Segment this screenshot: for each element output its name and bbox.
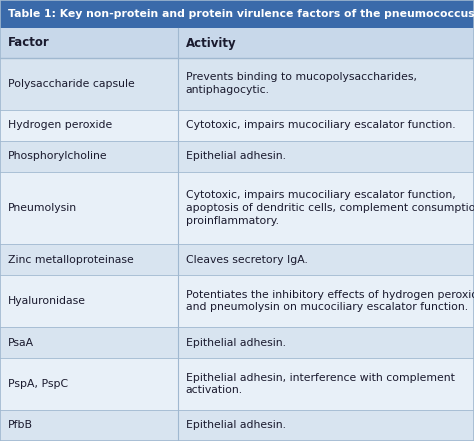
Text: Activity: Activity [186,37,237,49]
Text: Epithelial adhesin.: Epithelial adhesin. [186,420,286,430]
Text: Zinc metalloproteinase: Zinc metalloproteinase [8,254,134,265]
Text: Factor: Factor [8,37,50,49]
Text: Hydrogen peroxide: Hydrogen peroxide [8,120,112,130]
Text: Table 1: Key non-protein and protein virulence factors of the pneumococcus: Table 1: Key non-protein and protein vir… [8,9,474,19]
Bar [0,244,474,275]
Bar [0,172,474,244]
Bar [0,58,474,109]
Text: Cytotoxic, impairs mucociliary escalator function,
apoptosis of dendritic cells,: Cytotoxic, impairs mucociliary escalator… [186,190,474,226]
Text: Epithelial adhesin.: Epithelial adhesin. [186,337,286,348]
Bar [0,141,474,172]
Text: Potentiates the inhibitory effects of hydrogen peroxide
and pneumolysin on mucoc: Potentiates the inhibitory effects of hy… [186,290,474,313]
Text: Pneumolysin: Pneumolysin [8,203,77,213]
Bar [0,410,474,441]
Text: Hyaluronidase: Hyaluronidase [8,296,86,306]
Bar [0,358,474,410]
Text: Cleaves secretory IgA.: Cleaves secretory IgA. [186,254,308,265]
Text: Epithelial adhesin, interference with complement
activation.: Epithelial adhesin, interference with co… [186,373,455,395]
Text: PfbB: PfbB [8,420,33,430]
Bar [0,28,474,58]
Bar [0,327,474,358]
Bar [0,275,474,327]
Text: Epithelial adhesin.: Epithelial adhesin. [186,152,286,161]
Text: Cytotoxic, impairs mucociliary escalator function.: Cytotoxic, impairs mucociliary escalator… [186,120,456,130]
Text: PspA, PspC: PspA, PspC [8,379,68,389]
Text: Phosphorylcholine: Phosphorylcholine [8,152,108,161]
Text: Prevents binding to mucopolysaccharides,
antiphagocytic.: Prevents binding to mucopolysaccharides,… [186,72,417,95]
Text: Polysaccharide capsule: Polysaccharide capsule [8,79,135,89]
Text: PsaA: PsaA [8,337,34,348]
Bar [0,0,474,28]
Bar [0,109,474,141]
